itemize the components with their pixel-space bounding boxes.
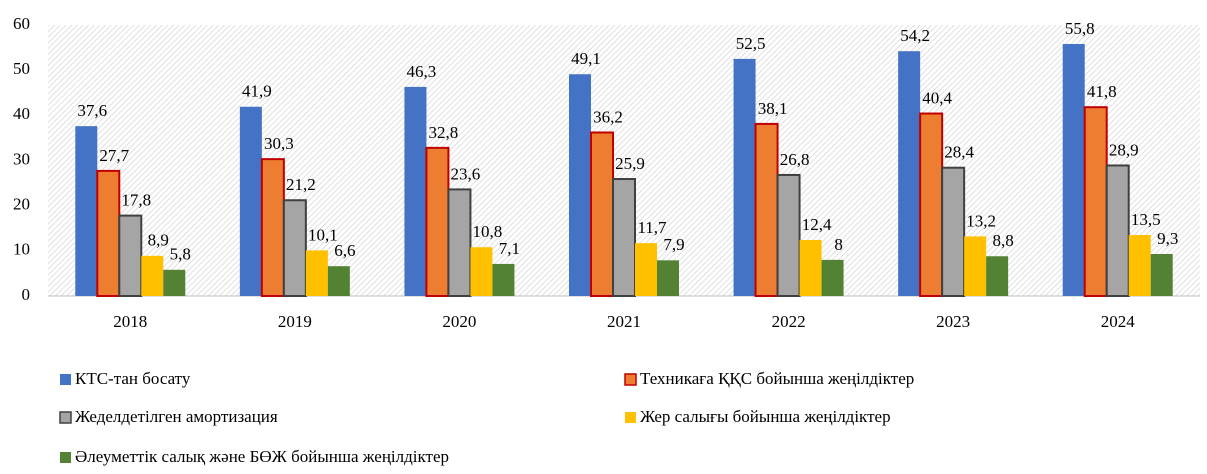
y-tick-label: 40 — [13, 104, 30, 123]
legend-swatch — [625, 412, 636, 423]
value-label: 9,3 — [1157, 229, 1178, 248]
bar — [590, 131, 614, 297]
value-label: 17,8 — [121, 191, 151, 210]
value-label: 21,2 — [286, 175, 316, 194]
legend-label: Техникаға ҚҚС бойынша жеңілдіктер — [640, 369, 914, 388]
bar — [1083, 106, 1108, 297]
y-tick-label: 30 — [13, 149, 30, 168]
bar — [754, 122, 779, 298]
y-tick-label: 20 — [13, 195, 30, 214]
bar — [821, 259, 844, 296]
bar — [492, 263, 515, 296]
legend-swatch — [624, 373, 637, 386]
legend-label: Жеделдетілген амортизация — [75, 407, 278, 426]
x-tick-label: 2024 — [1101, 312, 1136, 331]
value-label: 8,9 — [148, 231, 169, 250]
y-tick-label: 50 — [13, 59, 30, 78]
y-tick-label: 10 — [13, 240, 30, 259]
bar — [470, 247, 493, 296]
bar — [733, 58, 756, 296]
bar — [163, 269, 186, 296]
value-label: 8,8 — [993, 231, 1014, 250]
bar — [799, 239, 822, 296]
bar — [425, 146, 450, 297]
value-label: 27,7 — [99, 146, 129, 165]
value-label: 38,1 — [758, 99, 788, 118]
legend-label: Жер салығы бойынша жеңілдіктер — [640, 407, 891, 426]
value-label: 6,6 — [334, 241, 355, 260]
bar — [1150, 253, 1173, 296]
bar — [282, 199, 307, 298]
bar — [612, 178, 636, 297]
value-label: 41,9 — [242, 82, 272, 101]
bar — [1128, 235, 1151, 296]
x-tick-label: 2020 — [442, 312, 476, 331]
value-label: 30,3 — [264, 134, 294, 153]
legend-swatch — [60, 374, 71, 385]
x-tick-label: 2018 — [113, 312, 147, 331]
value-label: 37,6 — [77, 101, 107, 120]
value-label: 41,8 — [1087, 82, 1117, 101]
value-label: 8 — [834, 235, 843, 254]
value-label: 40,4 — [922, 88, 952, 107]
legend-label: Әлеуметтік салық және БӨЖ бойынша жеңілд… — [75, 447, 449, 466]
bar — [919, 112, 944, 297]
legend-label: КТС-тан босату — [75, 369, 191, 388]
bar — [327, 266, 350, 296]
value-label: 23,6 — [451, 164, 481, 183]
bar — [75, 126, 98, 296]
value-label: 54,2 — [900, 26, 930, 45]
bar — [447, 188, 472, 297]
bar — [239, 106, 262, 296]
x-tick-label: 2022 — [772, 312, 806, 331]
y-tick-label: 60 — [13, 14, 30, 33]
bar — [657, 260, 679, 296]
value-label: 55,8 — [1065, 19, 1095, 38]
legend-swatch — [60, 452, 71, 463]
bar — [898, 51, 921, 296]
value-label: 46,3 — [407, 62, 437, 81]
value-label: 13,5 — [1131, 210, 1161, 229]
value-label: 10,8 — [473, 222, 503, 241]
bar — [964, 236, 987, 296]
value-label: 7,1 — [499, 239, 520, 258]
value-label: 28,4 — [944, 143, 974, 162]
bar — [986, 256, 1009, 296]
bar — [635, 243, 657, 296]
bar — [305, 250, 328, 296]
value-label: 49,1 — [571, 49, 601, 68]
bar — [1062, 43, 1085, 296]
value-label: 13,2 — [966, 211, 996, 230]
bar — [404, 86, 427, 297]
value-label: 12,4 — [802, 215, 832, 234]
value-label: 36,2 — [593, 107, 623, 126]
x-tick-label: 2023 — [936, 312, 970, 331]
value-label: 11,7 — [637, 218, 667, 237]
x-tick-label: 2019 — [278, 312, 312, 331]
value-label: 26,8 — [780, 150, 810, 169]
value-label: 5,8 — [170, 245, 191, 264]
value-label: 25,9 — [615, 154, 645, 173]
value-label: 28,9 — [1109, 140, 1139, 159]
x-tick-label: 2021 — [607, 312, 641, 331]
value-label: 32,8 — [429, 123, 459, 142]
bar — [96, 169, 121, 297]
bar — [141, 255, 164, 296]
bar — [118, 214, 143, 297]
bar — [1105, 164, 1130, 297]
legend-swatch — [59, 411, 72, 424]
bar — [569, 74, 591, 297]
y-tick-label: 0 — [22, 285, 31, 304]
value-label: 7,9 — [663, 235, 684, 254]
value-label: 10,1 — [308, 225, 338, 244]
bar — [941, 166, 966, 297]
bar — [776, 173, 801, 298]
bar — [260, 158, 285, 297]
value-label: 52,5 — [736, 34, 766, 53]
